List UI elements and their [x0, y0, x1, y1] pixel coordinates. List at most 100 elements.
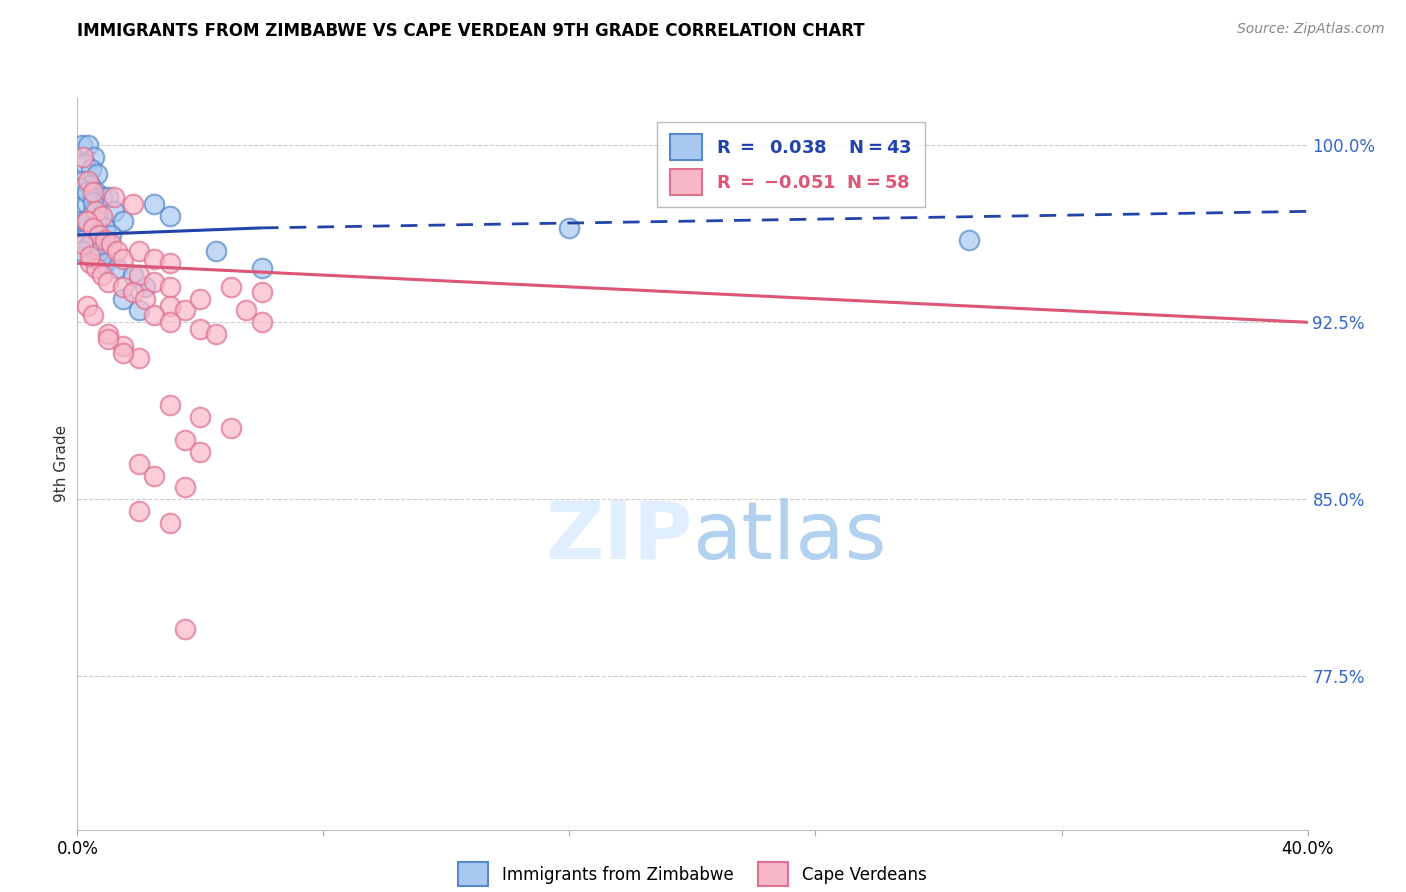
Point [128, 457, 150, 471]
Point [174, 622, 197, 636]
Point [219, 280, 242, 294]
Point [128, 351, 150, 365]
Point [73, 157, 96, 171]
Point [69, 214, 91, 228]
Point [87, 209, 110, 223]
Point [73, 214, 96, 228]
Point [204, 244, 226, 259]
Point [174, 434, 197, 448]
Point [100, 237, 122, 252]
Point [70, 138, 93, 153]
Point [76, 186, 98, 200]
Point [84, 204, 107, 219]
Point [77, 174, 100, 188]
Point [190, 445, 212, 459]
Point [94, 256, 117, 270]
Point [82, 194, 104, 209]
Point [83, 150, 105, 164]
Text: Source: ZipAtlas.com: Source: ZipAtlas.com [1237, 22, 1385, 37]
Point [97, 190, 120, 204]
Point [134, 292, 156, 306]
Point [90, 268, 114, 282]
Point [90, 190, 114, 204]
Point [143, 308, 166, 322]
Point [121, 197, 143, 211]
Point [103, 204, 125, 219]
Point [76, 214, 98, 228]
Point [94, 233, 117, 247]
Point [112, 292, 135, 306]
Y-axis label: 9th Grade: 9th Grade [53, 425, 69, 502]
Point [72, 233, 94, 247]
Point [90, 209, 114, 223]
Point [105, 260, 128, 275]
Point [190, 409, 212, 424]
Point [112, 346, 135, 360]
Point [90, 256, 114, 270]
Point [112, 339, 135, 353]
Point [112, 214, 135, 228]
Point [87, 244, 110, 259]
Point [86, 167, 108, 181]
Point [235, 303, 257, 318]
Point [80, 161, 103, 176]
Point [957, 233, 980, 247]
Point [97, 327, 120, 342]
Point [79, 237, 101, 252]
Text: atlas: atlas [693, 498, 887, 576]
Point [128, 504, 150, 518]
Point [159, 315, 181, 329]
Point [143, 468, 166, 483]
Point [250, 285, 273, 299]
Point [76, 299, 98, 313]
Point [143, 252, 166, 266]
Point [82, 308, 104, 322]
Point [72, 237, 94, 252]
Text: IMMIGRANTS FROM ZIMBABWE VS CAPE VERDEAN 9TH GRADE CORRELATION CHART: IMMIGRANTS FROM ZIMBABWE VS CAPE VERDEAN… [77, 22, 865, 40]
Point [219, 421, 242, 435]
Point [143, 275, 166, 289]
Point [558, 220, 581, 235]
Point [128, 268, 150, 282]
Point [159, 516, 181, 530]
Point [159, 256, 181, 270]
Point [204, 327, 226, 342]
Point [143, 197, 166, 211]
Legend: Immigrants from Zimbabwe, Cape Verdeans: Immigrants from Zimbabwe, Cape Verdeans [450, 855, 935, 892]
Point [82, 220, 104, 235]
Point [69, 181, 91, 195]
Point [174, 303, 197, 318]
Point [250, 260, 273, 275]
Point [174, 480, 197, 494]
Point [250, 315, 273, 329]
Point [87, 227, 110, 242]
Point [82, 204, 104, 219]
Point [121, 268, 143, 282]
Point [82, 227, 104, 242]
Point [159, 398, 181, 412]
Point [72, 150, 94, 164]
Point [159, 299, 181, 313]
Point [121, 285, 143, 299]
Point [159, 280, 181, 294]
Point [70, 244, 93, 259]
Point [77, 138, 100, 153]
Point [76, 197, 98, 211]
Point [94, 220, 117, 235]
Point [190, 322, 212, 336]
Point [128, 303, 150, 318]
Point [112, 252, 135, 266]
Point [112, 280, 135, 294]
Point [105, 244, 128, 259]
Point [82, 186, 104, 200]
Point [76, 220, 98, 235]
Point [103, 190, 125, 204]
Point [128, 244, 150, 259]
Point [100, 227, 122, 242]
Point [79, 256, 101, 270]
Point [97, 332, 120, 346]
Point [84, 260, 107, 275]
Point [97, 275, 120, 289]
Point [84, 252, 107, 266]
Point [72, 174, 94, 188]
